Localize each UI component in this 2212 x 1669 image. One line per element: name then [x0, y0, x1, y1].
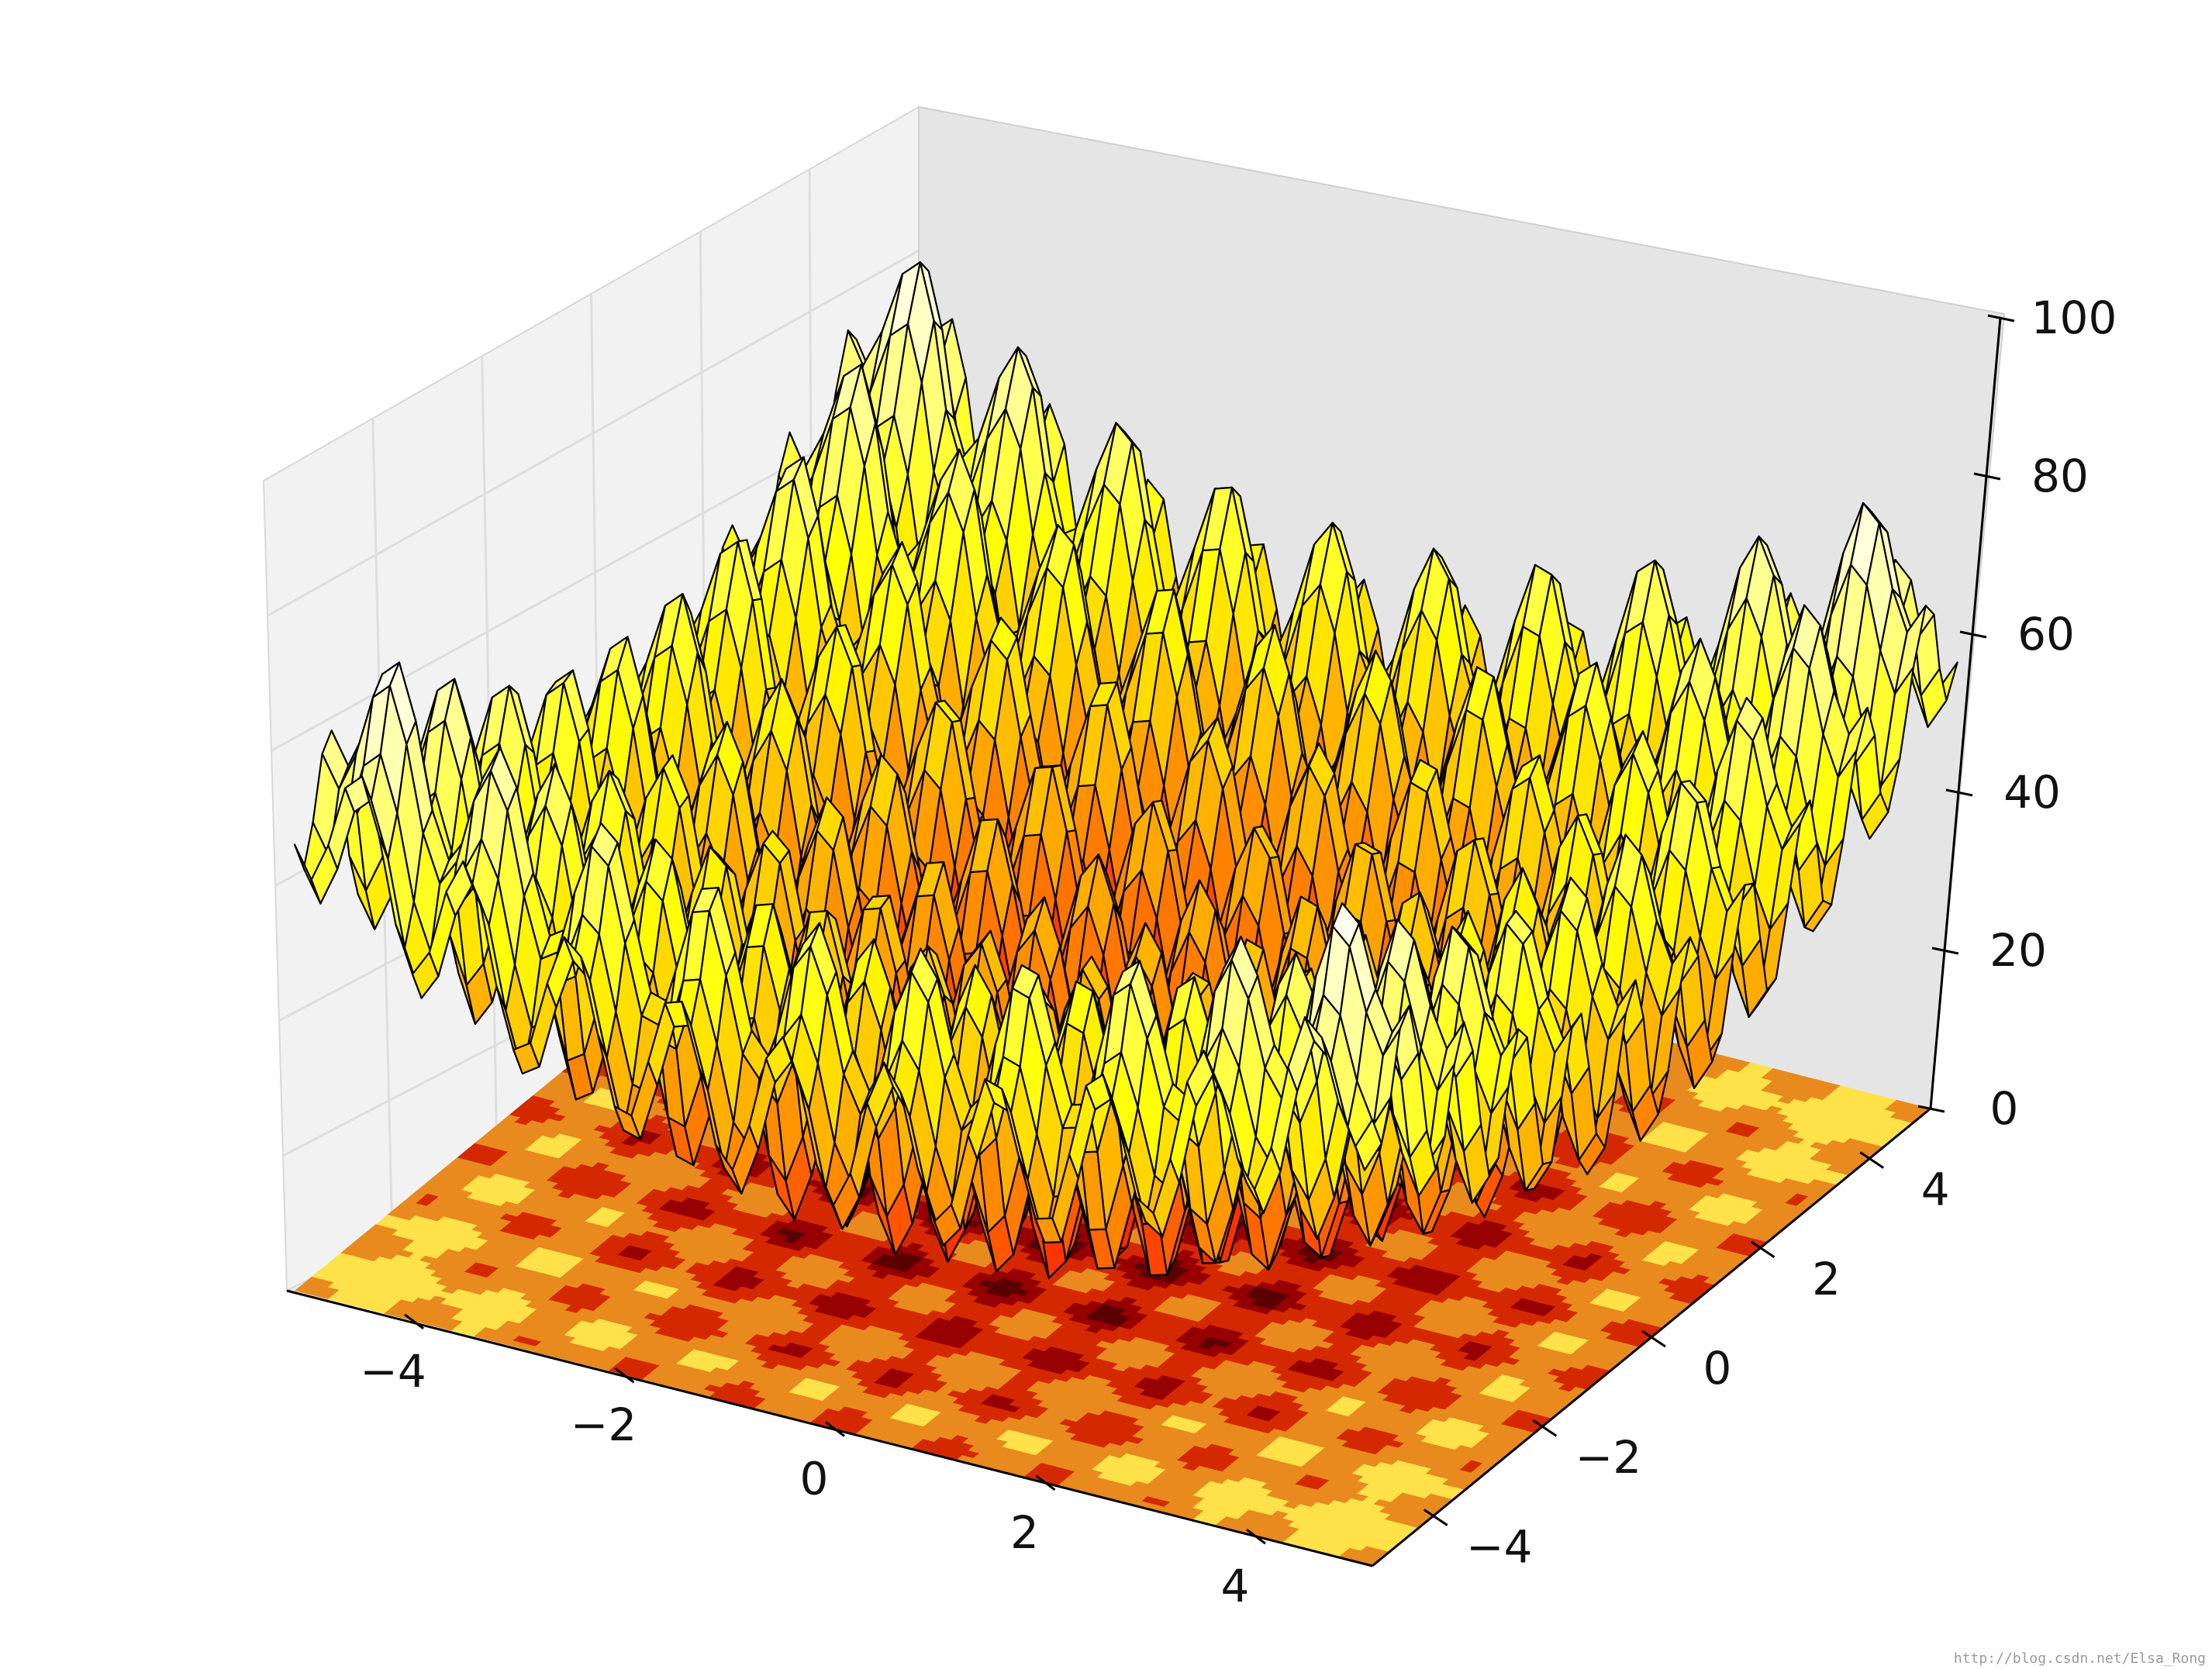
- grid-line: [267, 250, 920, 617]
